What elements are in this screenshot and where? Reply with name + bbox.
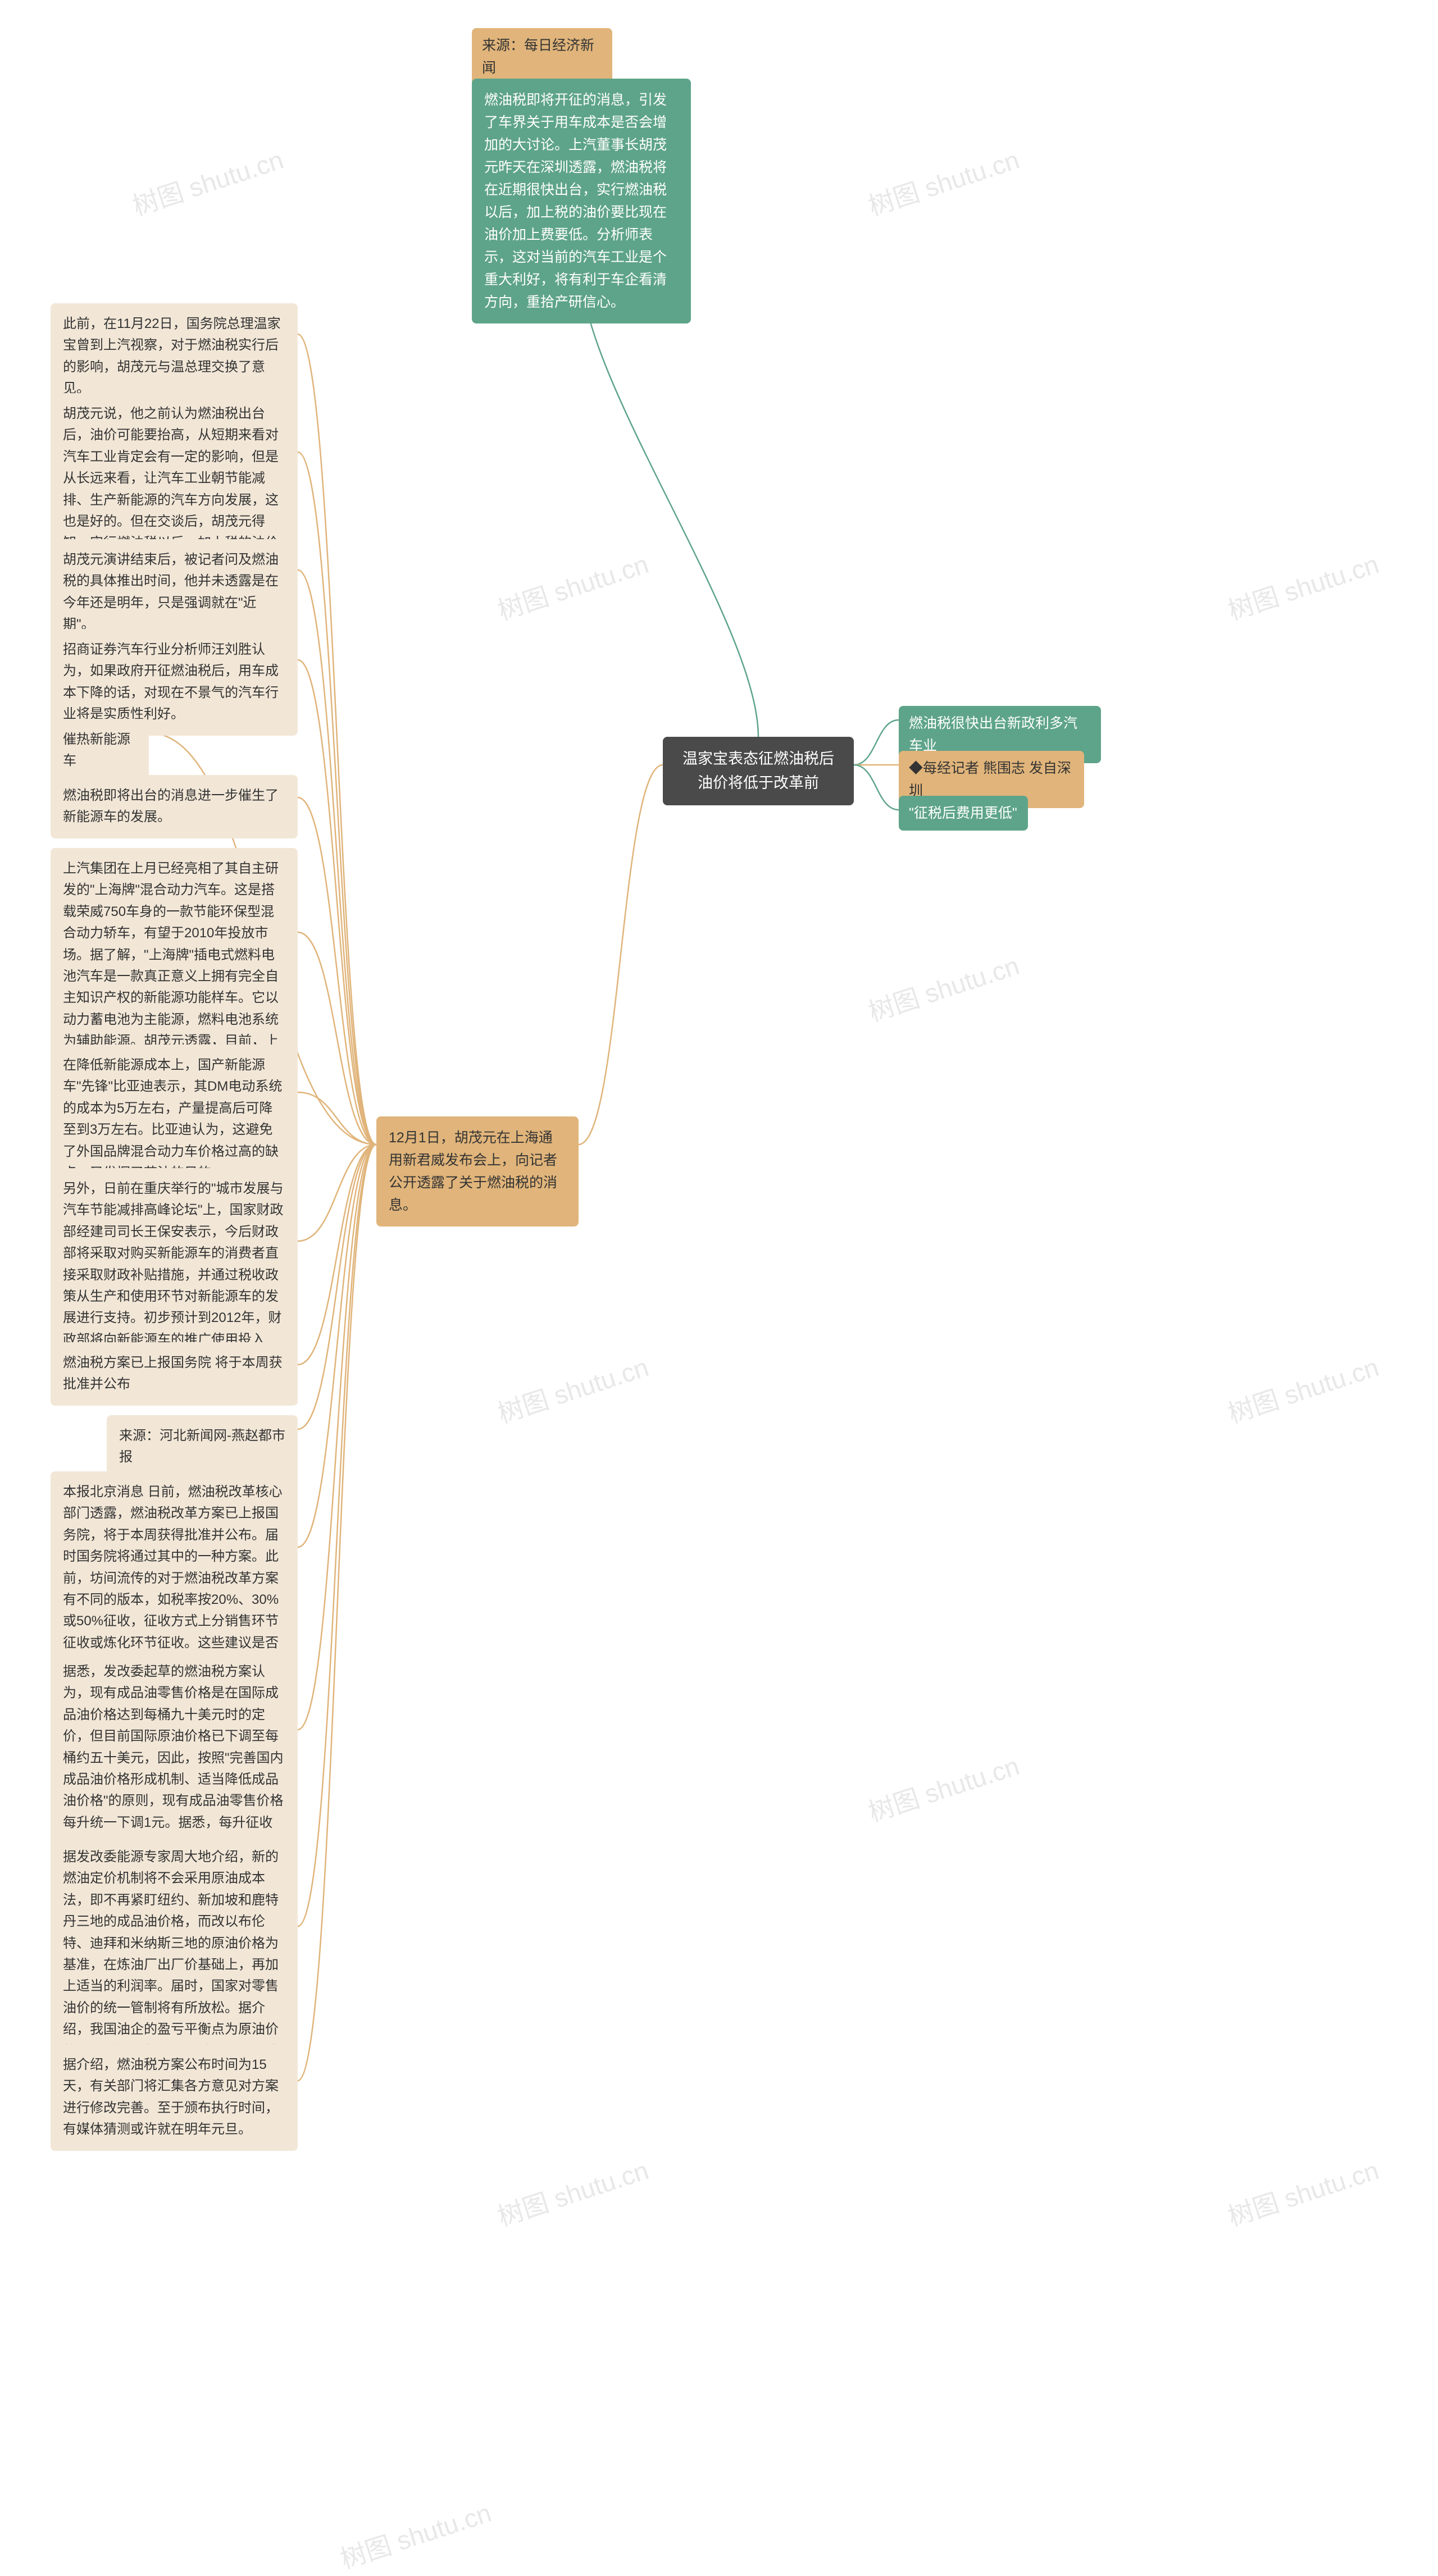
left-child-10: 来源：河北新闻网-燕赵都市报 xyxy=(107,1415,298,1479)
watermark: 树图 shutu.cn xyxy=(1223,2150,1383,2234)
intro-node: 燃油税即将开征的消息，引发了车界关于用车成本是否会增加的大讨论。上汽董事长胡茂元… xyxy=(472,79,691,323)
left-child-4: 催热新能源车 xyxy=(51,719,149,782)
root-node: 温家宝表态征燃油税后油价将低于改革前 xyxy=(663,737,854,805)
watermark: 树图 shutu.cn xyxy=(863,1746,1023,1830)
right-child-2: "征税后费用更低" xyxy=(899,796,1028,831)
watermark: 树图 shutu.cn xyxy=(863,140,1023,224)
watermark: 树图 shutu.cn xyxy=(493,1347,653,1431)
watermark: 树图 shutu.cn xyxy=(128,140,288,224)
watermark: 树图 shutu.cn xyxy=(493,2150,653,2234)
watermark: 树图 shutu.cn xyxy=(1223,1347,1383,1431)
source-node: 来源：每日经济新闻 xyxy=(472,28,612,85)
left-child-5: 燃油税即将出台的消息进一步催生了新能源车的发展。 xyxy=(51,775,298,838)
watermark: 树图 shutu.cn xyxy=(1223,544,1383,628)
watermark: 树图 shutu.cn xyxy=(493,544,653,628)
watermark: 树图 shutu.cn xyxy=(863,946,1023,1029)
left-branch-label: 12月1日，胡茂元在上海通用新君威发布会上，向记者公开透露了关于燃油税的消息。 xyxy=(376,1116,579,1227)
watermark: 树图 shutu.cn xyxy=(335,2493,495,2576)
left-child-9: 燃油税方案已上报国务院 将于本周获批准并公布 xyxy=(51,1342,298,1406)
left-child-14: 据介绍，燃油税方案公布时间为15天，有关部门将汇集各方意见对方案进行修改完善。至… xyxy=(51,2044,298,2151)
